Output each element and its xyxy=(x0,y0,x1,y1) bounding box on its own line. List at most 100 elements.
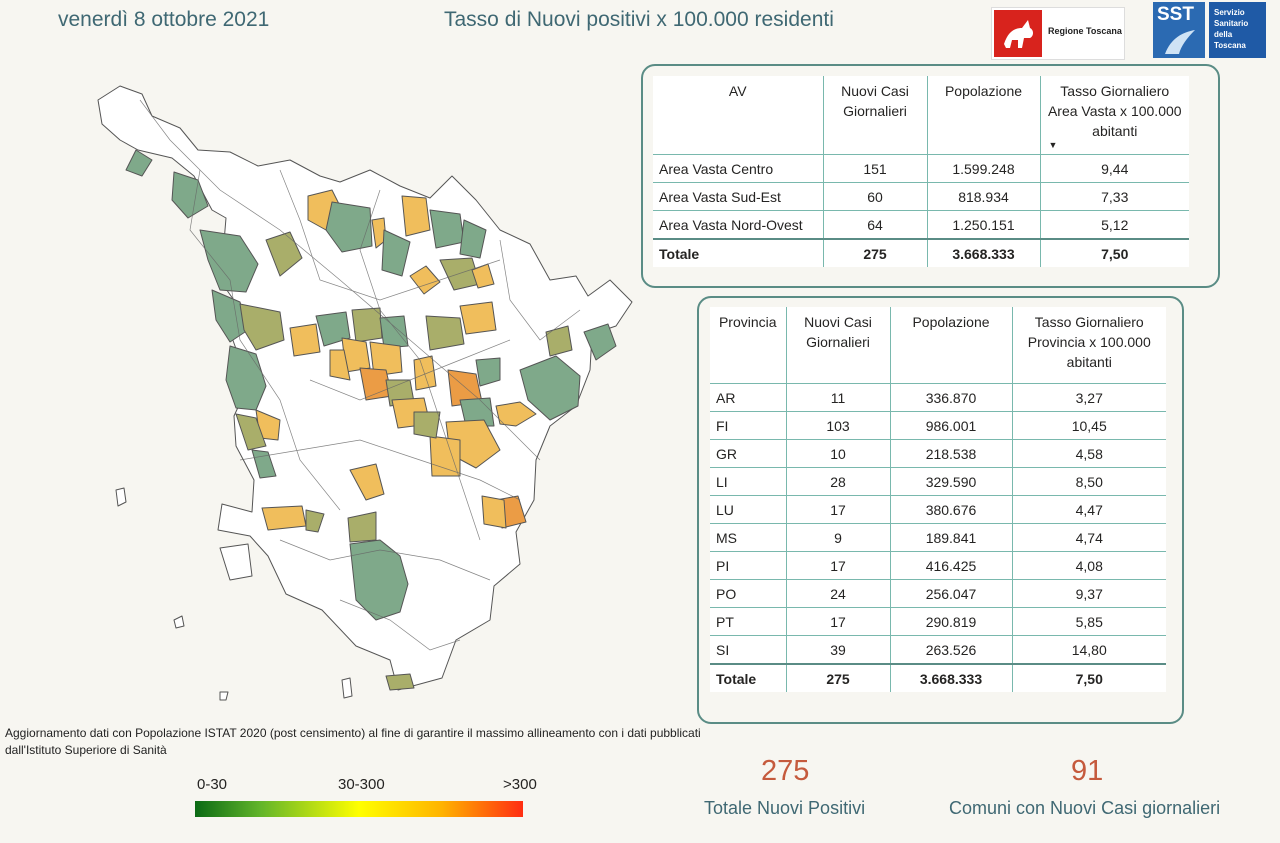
regione-toscana-logo: Regione Toscana xyxy=(991,7,1125,60)
province-code: PO xyxy=(710,579,787,608)
province-rate: 5,85 xyxy=(1012,607,1166,636)
sst-logo: SST Servizio Sanitario della Toscana xyxy=(1153,2,1266,58)
av-rate: 9,44 xyxy=(1040,154,1189,183)
province-rate: 4,74 xyxy=(1012,523,1166,552)
province-population: 256.047 xyxy=(890,579,1013,608)
table-row[interactable]: GR 10 218.538 4,58 xyxy=(710,439,1166,468)
province-code: GR xyxy=(710,439,787,468)
av-rate: 5,12 xyxy=(1040,210,1189,240)
col-header-tasso-label: Tasso Giornaliero Area Vasta x 100.000 a… xyxy=(1047,83,1182,139)
legend-low-label: 0-30 xyxy=(197,776,228,793)
col-header-popolazione[interactable]: Popolazione xyxy=(927,76,1041,155)
provincia-table: Provincia Nuovi Casi Giornalieri Popolaz… xyxy=(710,307,1166,692)
total-rate: 7,50 xyxy=(1040,238,1189,267)
province-rate: 10,45 xyxy=(1012,411,1166,440)
table-row[interactable]: PO 24 256.047 9,37 xyxy=(710,579,1166,608)
col-header-provincia[interactable]: Provincia xyxy=(710,307,787,384)
province-code: MS xyxy=(710,523,787,552)
area-vasta-table: AV Nuovi Casi Giornalieri Popolazione Ta… xyxy=(653,76,1189,267)
table-row[interactable]: Area Vasta Nord-Ovest 64 1.250.151 5,12 xyxy=(653,210,1189,240)
table-row[interactable]: LI 28 329.590 8,50 xyxy=(710,467,1166,496)
province-population: 380.676 xyxy=(890,495,1013,524)
total-cases: 275 xyxy=(823,238,928,267)
col-header-tasso[interactable]: Tasso Giornaliero Provincia x 100.000 ab… xyxy=(1027,314,1151,370)
figure-icon xyxy=(1165,30,1195,54)
sst-text: Servizio Sanitario della Toscana xyxy=(1214,8,1249,50)
province-population: 336.870 xyxy=(890,383,1013,412)
province-rate: 4,08 xyxy=(1012,551,1166,580)
province-population: 263.526 xyxy=(890,635,1013,665)
table-row[interactable]: SI 39 263.526 14,80 xyxy=(710,635,1166,665)
av-name: Area Vasta Centro xyxy=(653,154,824,183)
province-code: PI xyxy=(710,551,787,580)
col-header-popolazione[interactable]: Popolazione xyxy=(890,307,1013,384)
regione-toscana-text: Regione Toscana xyxy=(1048,26,1122,36)
province-cases: 28 xyxy=(786,467,891,496)
province-cases: 11 xyxy=(786,383,891,412)
province-code: LU xyxy=(710,495,787,524)
total-label: Totale xyxy=(710,663,787,692)
total-population: 3.668.333 xyxy=(890,663,1013,692)
province-cases: 39 xyxy=(786,635,891,665)
av-cases: 151 xyxy=(823,154,928,183)
province-population: 189.841 xyxy=(890,523,1013,552)
av-cases: 64 xyxy=(823,210,928,240)
table-row[interactable]: PT 17 290.819 5,85 xyxy=(710,607,1166,636)
kpi-total-value: 275 xyxy=(761,755,810,787)
tuscany-municipalities-map[interactable] xyxy=(80,80,660,710)
av-population: 818.934 xyxy=(927,182,1041,211)
av-rate: 7,33 xyxy=(1040,182,1189,211)
legend-high-label: >300 xyxy=(503,776,537,793)
province-code: LI xyxy=(710,467,787,496)
province-code: FI xyxy=(710,411,787,440)
province-rate: 4,58 xyxy=(1012,439,1166,468)
table-row[interactable]: PI 17 416.425 4,08 xyxy=(710,551,1166,580)
province-population: 416.425 xyxy=(890,551,1013,580)
col-header-av[interactable]: AV xyxy=(653,76,824,155)
legend-color-scale xyxy=(195,801,523,817)
update-note: Aggiornamento dati con Popolazione ISTAT… xyxy=(5,726,701,757)
province-rate: 9,37 xyxy=(1012,579,1166,608)
province-cases: 17 xyxy=(786,551,891,580)
total-cases: 275 xyxy=(786,663,891,692)
av-cases: 60 xyxy=(823,182,928,211)
province-population: 329.590 xyxy=(890,467,1013,496)
province-cases: 103 xyxy=(786,411,891,440)
province-rate: 8,50 xyxy=(1012,467,1166,496)
province-rate: 3,27 xyxy=(1012,383,1166,412)
sst-wordmark: SST xyxy=(1157,4,1194,25)
col-header-tasso[interactable]: Tasso Giornaliero Area Vasta x 100.000 a… xyxy=(1040,76,1189,155)
province-cases: 17 xyxy=(786,495,891,524)
province-cases: 9 xyxy=(786,523,891,552)
kpi-comuni-label: Comuni con Nuovi Casi giornalieri xyxy=(949,798,1221,818)
province-cases: 10 xyxy=(786,439,891,468)
table-total-row: Totale 275 3.668.333 7,50 xyxy=(710,663,1166,692)
av-population: 1.599.248 xyxy=(927,154,1041,183)
pegasus-icon xyxy=(994,10,1042,57)
province-rate: 4,47 xyxy=(1012,495,1166,524)
page-title: Tasso di Nuovi positivi x 100.000 reside… xyxy=(444,8,834,31)
province-code: AR xyxy=(710,383,787,412)
sort-desc-icon: ▼ xyxy=(1048,140,1058,150)
province-rate: 14,80 xyxy=(1012,635,1166,665)
province-code: SI xyxy=(710,635,787,665)
col-header-nuovi-casi[interactable]: Nuovi Casi Giornalieri xyxy=(823,76,928,155)
av-population: 1.250.151 xyxy=(927,210,1041,240)
table-row[interactable]: Area Vasta Centro 151 1.599.248 9,44 xyxy=(653,154,1189,183)
total-population: 3.668.333 xyxy=(927,238,1041,267)
table-row[interactable]: MS 9 189.841 4,74 xyxy=(710,523,1166,552)
table-row[interactable]: FI 103 986.001 10,45 xyxy=(710,411,1166,440)
province-cases: 24 xyxy=(786,579,891,608)
total-label: Totale xyxy=(653,238,824,267)
table-row[interactable]: Area Vasta Sud-Est 60 818.934 7,33 xyxy=(653,182,1189,211)
total-rate: 7,50 xyxy=(1012,663,1166,692)
col-header-nuovi-casi[interactable]: Nuovi Casi Giornalieri xyxy=(786,307,891,384)
table-total-row: Totale 275 3.668.333 7,50 xyxy=(653,238,1189,267)
table-row[interactable]: AR 11 336.870 3,27 xyxy=(710,383,1166,412)
province-cases: 17 xyxy=(786,607,891,636)
table-row[interactable]: LU 17 380.676 4,47 xyxy=(710,495,1166,524)
kpi-total-label: Totale Nuovi Positivi xyxy=(704,798,866,818)
av-name: Area Vasta Nord-Ovest xyxy=(653,210,824,240)
province-population: 290.819 xyxy=(890,607,1013,636)
kpi-comuni-value: 91 xyxy=(1071,755,1104,787)
